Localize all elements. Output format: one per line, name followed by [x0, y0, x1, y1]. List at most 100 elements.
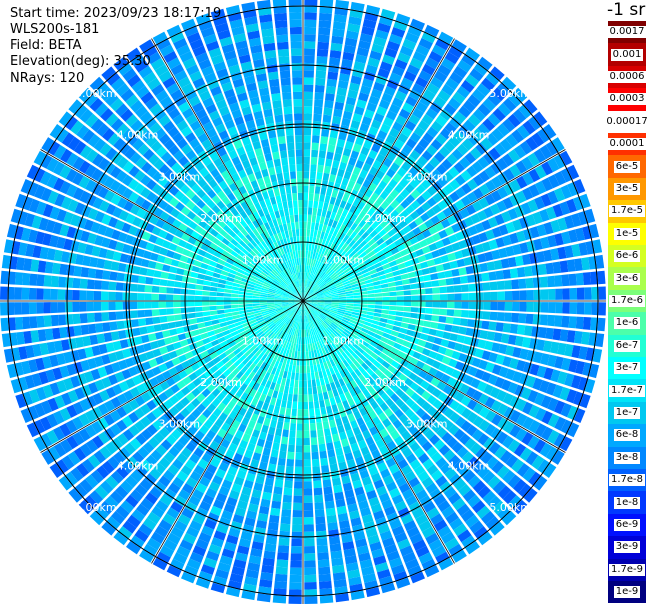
ppi-cell	[496, 389, 507, 402]
ppi-cell	[338, 260, 346, 267]
ppi-cell	[320, 362, 325, 371]
ppi-cell	[279, 187, 286, 196]
ppi-cell	[317, 333, 323, 341]
ppi-cell	[112, 340, 122, 351]
ppi-cell	[303, 445, 311, 453]
ppi-cell	[303, 481, 312, 489]
ppi-cell	[284, 363, 290, 372]
ppi-cell	[431, 343, 440, 353]
ppi-cell	[80, 359, 90, 372]
ppi-cell	[20, 408, 33, 423]
ppi-cell	[315, 179, 322, 187]
ppi-cell	[28, 287, 37, 300]
ppi-cell	[272, 595, 287, 604]
ppi-cell	[295, 445, 303, 453]
ppi-cell	[203, 173, 214, 183]
ppi-cell	[132, 327, 141, 337]
ppi-cell	[139, 549, 154, 563]
ppi-cell	[223, 305, 232, 309]
ppi-cell	[259, 301, 267, 304]
ppi-cell	[516, 230, 526, 243]
ppi-cell	[6, 363, 18, 379]
ppi-cell	[348, 576, 362, 586]
ppi-cell	[219, 36, 233, 47]
ppi-cell	[434, 439, 446, 451]
ppi-cell	[362, 243, 370, 251]
ppi-cell	[490, 190, 502, 202]
ppi-cell	[167, 532, 181, 545]
ppi-cell	[292, 394, 298, 402]
ppi-cell	[225, 176, 234, 186]
ppi-cell	[202, 290, 210, 296]
ppi-cell	[294, 273, 298, 281]
ppi-cell	[197, 345, 207, 353]
ppi-cell	[394, 156, 405, 167]
ppi-cell	[458, 239, 468, 249]
ppi-cell	[337, 310, 345, 315]
ppi-cell	[310, 298, 318, 300]
ppi-cell	[279, 530, 290, 539]
ppi-cell	[195, 290, 203, 296]
ppi-cell	[160, 323, 169, 331]
ppi-cell	[285, 253, 290, 261]
ppi-cell	[339, 361, 346, 370]
ppi-cell	[297, 401, 303, 410]
ppi-cell	[440, 218, 451, 229]
ppi-cell	[292, 517, 302, 525]
ppi-cell	[293, 106, 303, 114]
ppi-cell	[366, 198, 375, 208]
ppi-cell	[79, 290, 87, 300]
ppi-cell	[262, 326, 270, 333]
ppi-cell	[307, 290, 314, 296]
ppi-cell	[273, 5, 287, 14]
ppi-cell	[361, 327, 369, 334]
ppi-cell	[316, 294, 324, 298]
ppi-cell	[287, 149, 295, 158]
ppi-cell	[300, 272, 302, 280]
ppi-cell	[137, 143, 150, 156]
ppi-cell	[405, 32, 420, 44]
ppi-cell	[403, 353, 412, 362]
ppi-cell	[425, 532, 439, 545]
ppi-cell	[308, 305, 315, 311]
ppi-cell	[440, 462, 452, 475]
ppi-cell	[163, 488, 177, 501]
ppi-cell	[97, 366, 108, 378]
ppi-cell	[304, 538, 315, 547]
ppi-cell	[566, 330, 576, 343]
ppi-cell	[297, 301, 303, 307]
ppi-cell	[294, 113, 303, 121]
ppi-cell	[313, 267, 318, 275]
ppi-cell	[419, 333, 429, 341]
ppi-cell	[74, 387, 86, 400]
ppi-cell	[264, 50, 277, 59]
ppi-cell	[153, 158, 165, 170]
ppi-cell	[247, 189, 256, 198]
ppi-cell	[391, 494, 404, 505]
ppi-cell	[258, 333, 266, 340]
ppi-cell	[337, 287, 345, 292]
ppi-cell	[325, 225, 332, 234]
ppi-cell	[305, 287, 309, 295]
ppi-cell	[369, 166, 379, 176]
ppi-cell	[305, 272, 308, 280]
ppi-cell	[173, 441, 185, 452]
ppi-cell	[28, 302, 37, 315]
ppi-cell	[289, 164, 296, 172]
ppi-cell	[282, 392, 288, 401]
ppi-cell	[428, 328, 437, 336]
ppi-cell	[437, 199, 448, 210]
ppi-cell	[350, 75, 362, 85]
ppi-cell	[571, 243, 581, 257]
ppi-cell	[172, 252, 182, 261]
ppi-cell	[339, 520, 350, 529]
ppi-cell	[413, 447, 425, 459]
ppi-cell	[278, 537, 290, 546]
ppi-cell	[67, 451, 81, 466]
ppi-cell	[363, 258, 372, 265]
ppi-cell	[282, 494, 292, 503]
ppi-cell	[269, 286, 277, 291]
ppi-cell	[568, 316, 577, 329]
ppi-cell	[397, 538, 411, 550]
ppi-cell	[306, 336, 310, 344]
